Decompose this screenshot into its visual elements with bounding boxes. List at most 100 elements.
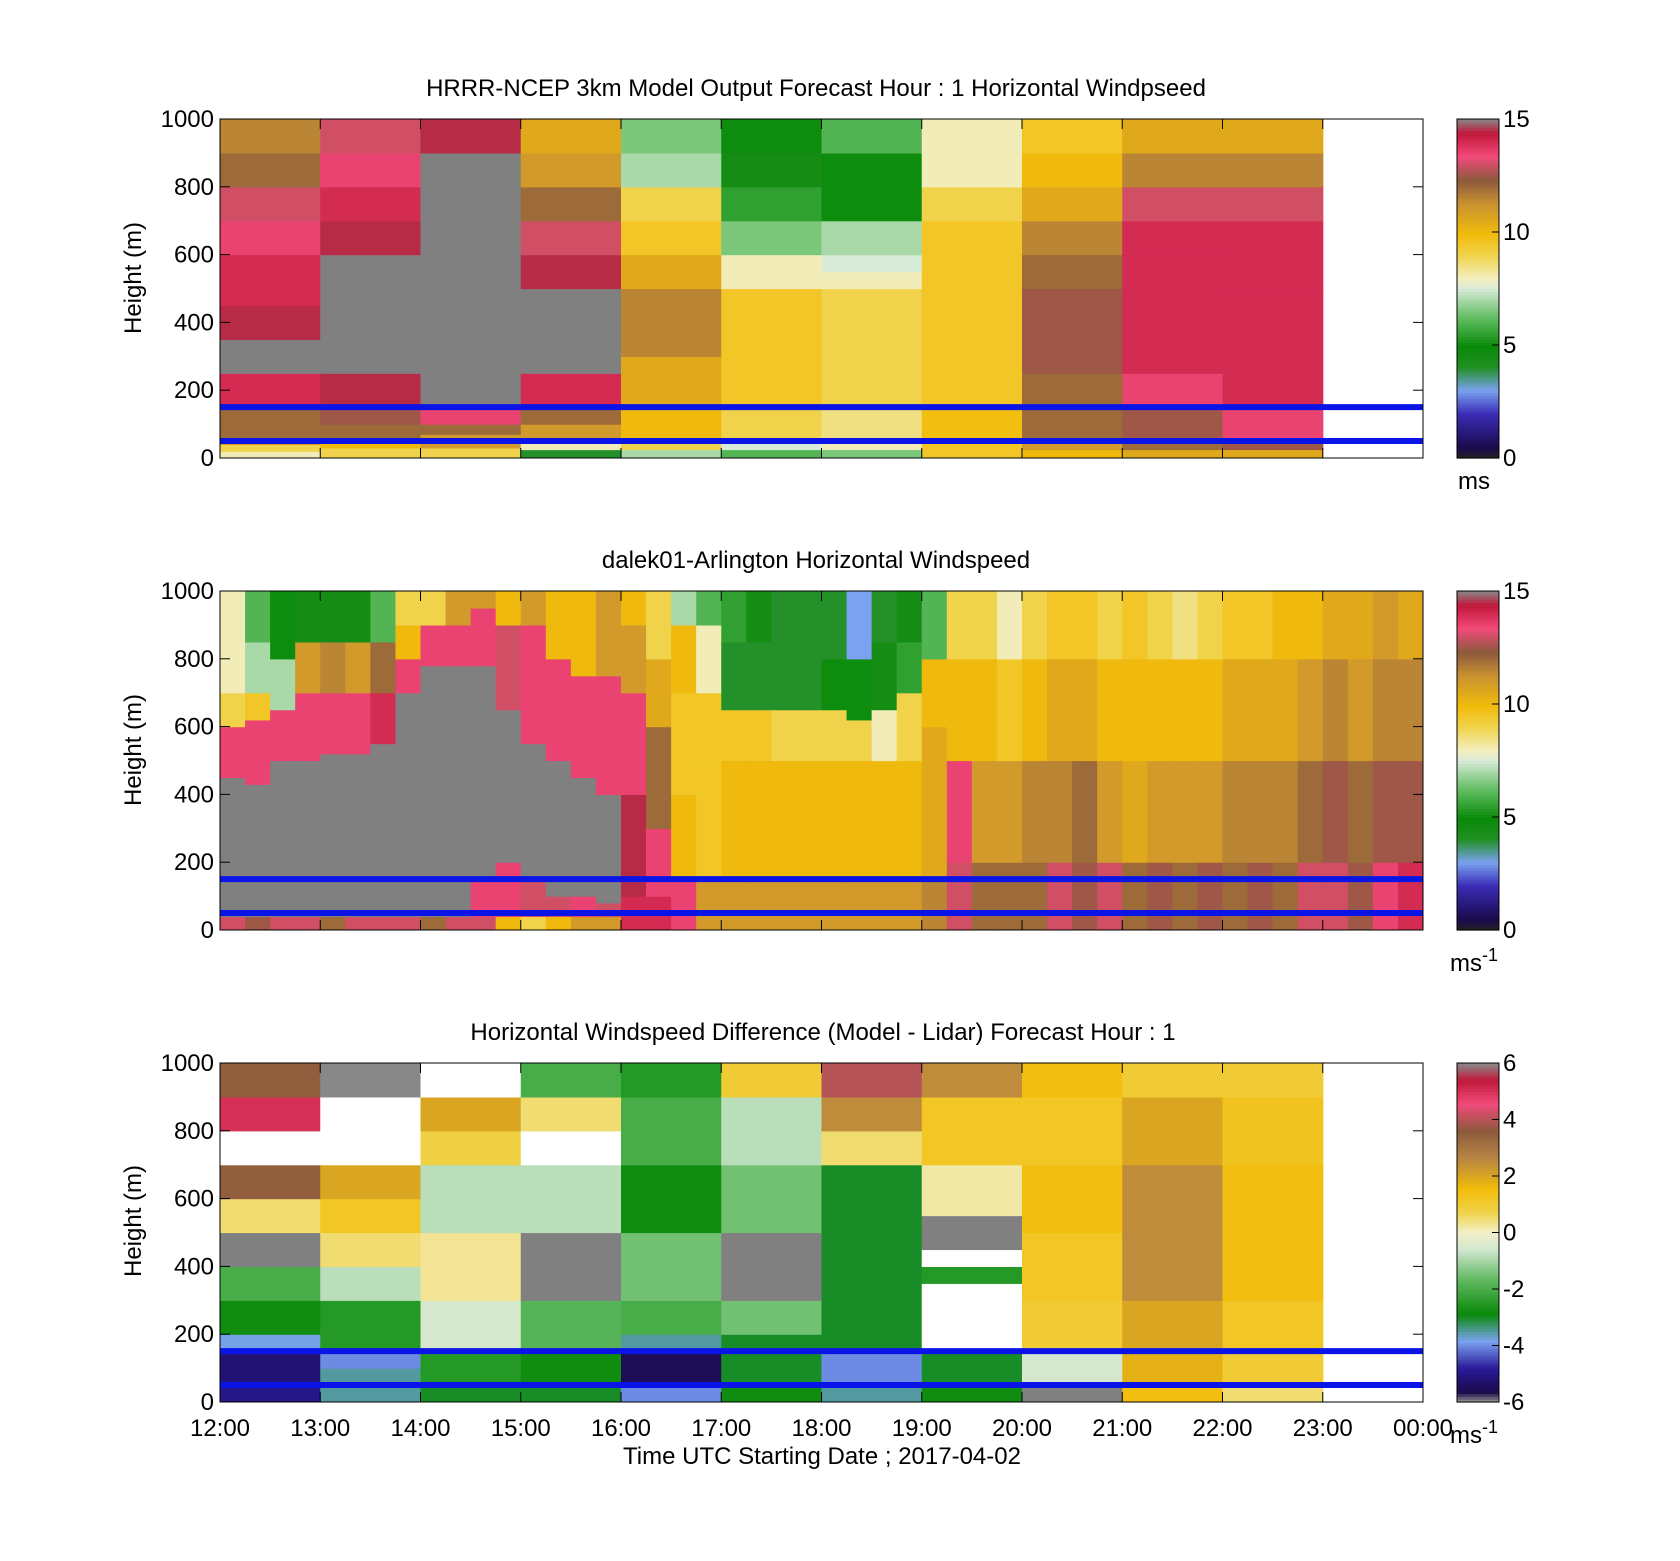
colorbar-swatch bbox=[1457, 1105, 1499, 1109]
colorbar-swatch bbox=[1457, 384, 1499, 388]
colorbar-swatch bbox=[1457, 704, 1499, 708]
y-axis-lidar: 0 200 400 600 800 1000 bbox=[161, 578, 1423, 944]
heatmap-cell bbox=[921, 591, 948, 660]
x-tick-label: 20:00 bbox=[992, 1415, 1052, 1442]
heatmap-cell bbox=[595, 794, 622, 904]
colorbar-swatch bbox=[1457, 639, 1499, 643]
colorbar-swatch bbox=[1457, 890, 1499, 894]
colorbar-unit-difference-base: ms bbox=[1450, 1422, 1482, 1449]
colorbar-swatch bbox=[1457, 164, 1499, 168]
heatmap-cell bbox=[746, 879, 772, 930]
heatmap-cell bbox=[520, 254, 622, 290]
heatmap-cell bbox=[621, 1300, 722, 1335]
heatmap-cell bbox=[946, 658, 973, 762]
colorbar-swatch bbox=[1457, 325, 1499, 329]
colorbar-swatch bbox=[1457, 1351, 1499, 1355]
colorbar-swatch bbox=[1457, 636, 1499, 640]
heatmap-cell bbox=[220, 451, 321, 458]
colorbar-swatch bbox=[1457, 364, 1499, 369]
heatmap-cell bbox=[220, 777, 246, 918]
colorbar-swatch bbox=[1457, 1130, 1499, 1135]
heatmap-cell bbox=[971, 862, 998, 930]
heatmap-cell bbox=[621, 1232, 722, 1301]
colorbar-swatch bbox=[1457, 664, 1499, 668]
colorbar-swatch bbox=[1457, 415, 1499, 420]
heatmap-cell bbox=[921, 1249, 1023, 1267]
heatmap-cell bbox=[996, 591, 1023, 660]
heatmap-cell bbox=[821, 591, 848, 660]
heatmap-cell bbox=[946, 862, 973, 930]
heatmap-cell bbox=[1022, 1300, 1123, 1352]
heatmap-cell bbox=[821, 119, 923, 154]
colorbar-swatch bbox=[1457, 322, 1499, 326]
heatmap-cell bbox=[921, 407, 1023, 439]
heatmap-cell bbox=[721, 641, 747, 711]
colorbar-swatch bbox=[1457, 404, 1499, 408]
colorbar-swatch bbox=[1457, 305, 1499, 309]
colorbar-swatch bbox=[1457, 647, 1499, 651]
colorbar-swatch bbox=[1457, 698, 1499, 702]
heatmap-cell bbox=[1122, 220, 1224, 256]
colorbar-swatch bbox=[1457, 1263, 1499, 1268]
colorbar-swatch bbox=[1457, 1260, 1499, 1265]
colorbar-swatch bbox=[1457, 867, 1499, 872]
heatmap-cell bbox=[520, 152, 622, 188]
heatmap-cell bbox=[1047, 591, 1073, 660]
colorbar-swatch bbox=[1457, 1376, 1499, 1381]
heatmap-cell bbox=[520, 1351, 622, 1386]
colorbar-swatch bbox=[1457, 678, 1499, 683]
colorbar-swatch bbox=[1457, 257, 1499, 261]
colorbar-swatch bbox=[1457, 294, 1499, 298]
panel-lidar: dalek01-Arlington Horizontal Windspeed H… bbox=[120, 547, 1530, 977]
colorbar-swatch bbox=[1457, 285, 1499, 290]
colorbar-swatch bbox=[1457, 1257, 1499, 1262]
colorbar-swatch bbox=[1457, 627, 1499, 632]
colorbar-swatch bbox=[1457, 1161, 1499, 1166]
colorbar-swatch bbox=[1457, 330, 1499, 335]
colorbar-swatch bbox=[1457, 1077, 1499, 1081]
heatmap-cell bbox=[220, 658, 246, 694]
colorbar-swatch bbox=[1457, 633, 1499, 637]
heatmap-cell bbox=[220, 1130, 321, 1166]
heatmap-cell bbox=[320, 1063, 422, 1098]
heatmap-cell bbox=[570, 675, 597, 779]
heatmap-cell bbox=[1047, 760, 1073, 863]
heatmap-cell bbox=[370, 591, 397, 643]
colorbar-swatch bbox=[1457, 1187, 1499, 1191]
colorbar-swatch bbox=[1457, 1322, 1499, 1327]
heatmap-cell bbox=[896, 591, 923, 643]
colorbar-swatch bbox=[1457, 845, 1499, 849]
heatmap-cell bbox=[320, 186, 422, 222]
colorbar-swatch bbox=[1457, 732, 1499, 736]
heatmap-cell bbox=[921, 879, 948, 930]
colorbar-swatch bbox=[1457, 178, 1499, 182]
colorbar-swatch bbox=[1457, 1325, 1499, 1330]
colorbar-swatch bbox=[1457, 650, 1499, 654]
colorbar-swatch bbox=[1457, 370, 1499, 374]
y-tick-label: 600 bbox=[174, 714, 214, 741]
heatmap-cell bbox=[245, 641, 271, 694]
heatmap-cell bbox=[696, 692, 722, 762]
heatmap-cell bbox=[821, 1300, 923, 1352]
heatmap-cell bbox=[295, 591, 321, 643]
heatmap-cell bbox=[771, 760, 798, 880]
colorbar-swatch bbox=[1457, 653, 1499, 657]
heatmap-cell bbox=[1022, 658, 1048, 762]
heatmap-cell bbox=[1347, 591, 1374, 660]
x-tick-label: 19:00 bbox=[892, 1415, 952, 1442]
colorbar-swatch bbox=[1457, 927, 1499, 931]
colorbar-swatch bbox=[1457, 1122, 1499, 1126]
colorbar-swatch bbox=[1457, 229, 1499, 233]
y-tick-label: 800 bbox=[174, 646, 214, 673]
heatmap-cell bbox=[1222, 1351, 1324, 1386]
colorbar-swatch bbox=[1457, 672, 1499, 677]
colorbar-swatch bbox=[1457, 833, 1499, 838]
x-tick-label: 00:00 bbox=[1393, 1415, 1453, 1442]
heatmap-cell bbox=[771, 879, 798, 930]
heatmap-cell bbox=[721, 1232, 823, 1301]
colorbar-swatch bbox=[1457, 1108, 1499, 1112]
colorbar-unit-lidar-sup: -1 bbox=[1482, 945, 1498, 965]
colorbar-swatch bbox=[1457, 752, 1499, 756]
colorbar-swatch bbox=[1457, 754, 1499, 759]
colorbar-swatch bbox=[1457, 1082, 1499, 1087]
